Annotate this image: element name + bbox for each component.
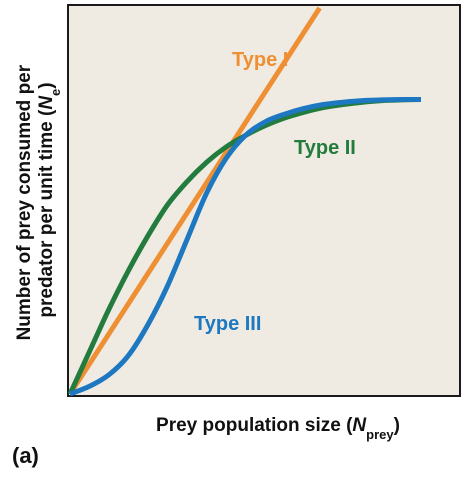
x-axis-label: Prey population size (Nprey)	[156, 415, 400, 442]
x-axis-label-close: )	[394, 415, 400, 436]
series-line-type-iii	[69, 96, 422, 397]
x-axis-label-main: Prey population size (	[156, 415, 353, 436]
y-axis-label-var: N	[36, 95, 57, 110]
y-axis-label-line1: Number of prey consumed per	[14, 64, 35, 340]
y-axis-label-close: )	[36, 82, 57, 88]
y-axis-label-line2: predator per unit time (Ne)	[36, 82, 63, 317]
y-axis-label: Number of prey consumed per predator per…	[14, 60, 63, 341]
plot-area-background	[67, 4, 461, 397]
series-label-type-iii: Type III	[194, 313, 261, 335]
series-line-type-i	[67, 6, 322, 396]
series-label-group: Type I Type II Type III	[194, 49, 356, 335]
y-axis-label-subscript: e	[48, 89, 63, 96]
y-axis-label-line2-main: predator per unit time (	[36, 109, 57, 318]
series-group	[67, 6, 422, 397]
panel-label: (a)	[12, 443, 39, 468]
series-label-type-ii: Type II	[294, 137, 356, 159]
x-axis-label-subscript: prey	[366, 427, 394, 442]
series-label-type-i: Type I	[232, 49, 288, 71]
x-axis-label-var: N	[352, 415, 367, 436]
